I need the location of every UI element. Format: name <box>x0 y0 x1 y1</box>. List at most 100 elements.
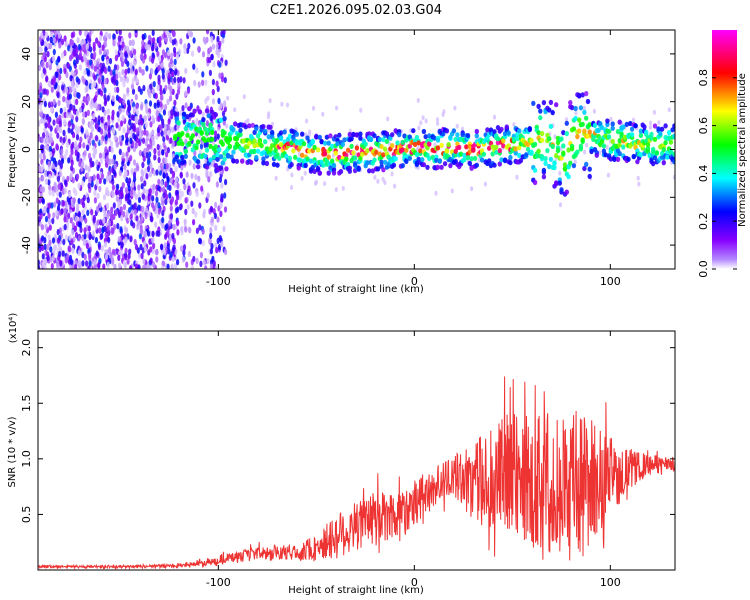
noise-dot <box>147 112 151 119</box>
ridge-cell <box>213 162 218 169</box>
noise-dot <box>212 60 216 68</box>
noise-dot <box>44 223 48 230</box>
ridge-cell <box>529 149 534 155</box>
ridge-cell <box>321 162 326 168</box>
noise-dot <box>84 30 88 36</box>
noise-dot <box>175 93 179 100</box>
noise-dot <box>59 260 63 267</box>
ridge-cell <box>326 140 331 146</box>
noise-dot <box>164 198 168 206</box>
noise-dot <box>91 230 95 237</box>
noise-dot <box>198 202 202 209</box>
noise-dot <box>97 262 101 269</box>
noise-dot <box>42 132 46 139</box>
ridge-cell <box>599 125 605 131</box>
noise-dot <box>140 183 144 190</box>
noise-dot <box>206 192 210 199</box>
ridge-cell <box>458 151 464 157</box>
noise-dot <box>135 127 140 134</box>
ridge-cell <box>453 136 458 142</box>
noise-dot <box>223 206 228 213</box>
noise-dot <box>96 61 100 68</box>
noise-dot <box>111 184 115 191</box>
ridge-cell <box>465 133 471 139</box>
noise-dot <box>132 106 136 113</box>
noise-dot <box>143 246 147 253</box>
noise-dot <box>172 244 176 251</box>
ridge-cell <box>460 132 465 138</box>
noise-dot <box>197 175 201 182</box>
noise-dot <box>123 163 127 171</box>
noise-dot <box>48 173 52 181</box>
ridge-cell <box>225 153 231 159</box>
noise-dot <box>108 174 112 181</box>
noise-dot <box>217 205 221 212</box>
faint-dot <box>648 124 653 130</box>
noise-dot <box>40 111 44 119</box>
noise-dot <box>159 124 163 131</box>
noise-dot <box>70 128 74 135</box>
noise-dot <box>121 69 125 76</box>
noise-dot <box>141 57 146 64</box>
noise-dot <box>155 169 159 176</box>
ridge-cell <box>400 147 405 153</box>
noise-dot <box>138 252 142 259</box>
noise-dot <box>81 180 85 187</box>
noise-dot <box>209 46 213 53</box>
noise-dot <box>149 121 153 128</box>
ridge-cell <box>668 139 674 145</box>
ridge-cell <box>589 148 594 155</box>
ridge-cell <box>231 127 236 133</box>
noise-dot <box>95 250 99 257</box>
noise-dot <box>160 265 165 269</box>
ridge-cell <box>670 127 675 133</box>
noise-dot <box>176 194 180 201</box>
noise-dot <box>218 176 222 183</box>
ridge-cell <box>273 147 278 153</box>
noise-dot <box>184 208 188 216</box>
ridge-cell <box>349 136 354 142</box>
faint-dot <box>311 105 316 111</box>
ridge-cell <box>554 180 559 186</box>
noise-dot <box>49 125 53 132</box>
ridge-cell <box>499 157 504 163</box>
noise-dot <box>90 83 94 90</box>
noise-dot <box>154 190 159 197</box>
ridge-cell <box>365 160 370 166</box>
noise-dot <box>224 178 228 186</box>
noise-dot <box>220 193 224 200</box>
noise-dot <box>95 159 99 166</box>
noise-dot <box>135 103 139 110</box>
noise-dot <box>209 248 213 255</box>
noise-dot <box>69 75 73 82</box>
noise-dot <box>74 263 78 269</box>
noise-dot <box>220 241 224 248</box>
noise-dot <box>116 111 120 118</box>
ridge-cell <box>479 157 485 163</box>
noise-dot <box>52 76 57 83</box>
noise-dot <box>179 38 183 45</box>
noise-dot <box>48 43 53 50</box>
noise-dot <box>71 229 75 236</box>
noise-dot <box>121 160 125 167</box>
faint-dot <box>226 95 230 101</box>
noise-dot <box>38 120 41 127</box>
noise-dot <box>213 130 218 137</box>
noise-dot <box>83 233 87 240</box>
noise-dot <box>165 193 169 201</box>
faint-dot <box>321 111 325 117</box>
noise-dot <box>86 172 90 179</box>
noise-dot <box>157 156 161 164</box>
noise-dot <box>77 235 81 242</box>
noise-dot <box>55 143 59 150</box>
noise-dot <box>150 67 154 75</box>
noise-dot <box>67 45 71 52</box>
faint-dot <box>416 98 420 103</box>
noise-dot <box>87 166 91 173</box>
noise-dot <box>64 234 68 241</box>
ridge-cell <box>312 168 317 174</box>
noise-dot <box>40 137 44 144</box>
ridge-cell <box>573 115 578 122</box>
y-tick-label: 40 <box>20 47 33 61</box>
noise-dot <box>58 114 62 122</box>
